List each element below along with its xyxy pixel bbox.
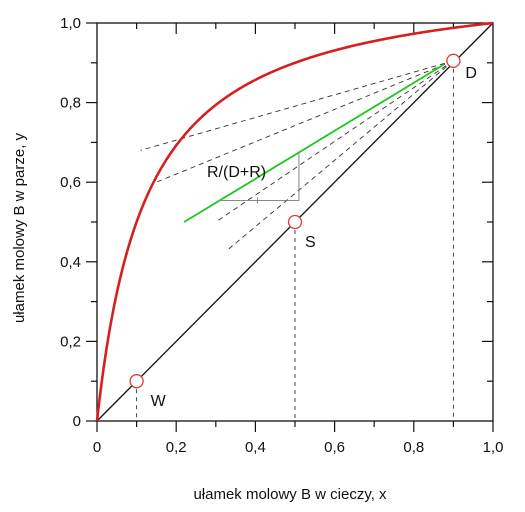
point-label-s: S [305, 234, 316, 251]
x-tick-label: 0,6 [324, 439, 345, 456]
x-tick-label: 0,2 [166, 439, 187, 456]
y-tick-label: 0 [73, 413, 81, 430]
construction-dashed-line [227, 60, 454, 251]
y-tick-label: 1,0 [60, 15, 81, 32]
y-tick-label: 0,6 [60, 174, 81, 191]
point-label-w: W [151, 393, 167, 410]
construction-dashed-line [156, 60, 454, 183]
y-tick-label: 0,2 [60, 333, 81, 350]
reflux-ratio-label: R/(D+R) [207, 164, 266, 181]
x-tick-label: 0,8 [403, 439, 424, 456]
x-axis-title: ułamek molowy B w cieczy, x [193, 486, 387, 503]
construction-dashed-line [215, 60, 454, 223]
point-marker-d [446, 53, 461, 68]
construction-dashed-line [140, 60, 454, 151]
y-axis-title: ułamek molowy B w parze, y [11, 132, 28, 323]
equilibrium-curve [95, 21, 494, 422]
point-label-d: D [465, 65, 477, 82]
slope-triangle [219, 152, 300, 201]
x-tick-label: 1,0 [483, 439, 504, 456]
x-tick-label: 0,4 [245, 439, 266, 456]
x-tick-label: 0 [93, 439, 101, 456]
point-marker-s [287, 214, 303, 230]
y-tick-label: 0,8 [60, 95, 81, 112]
operating-line [183, 64, 444, 223]
point-marker-w [129, 374, 144, 389]
y-tick-label: 0,4 [60, 254, 81, 271]
